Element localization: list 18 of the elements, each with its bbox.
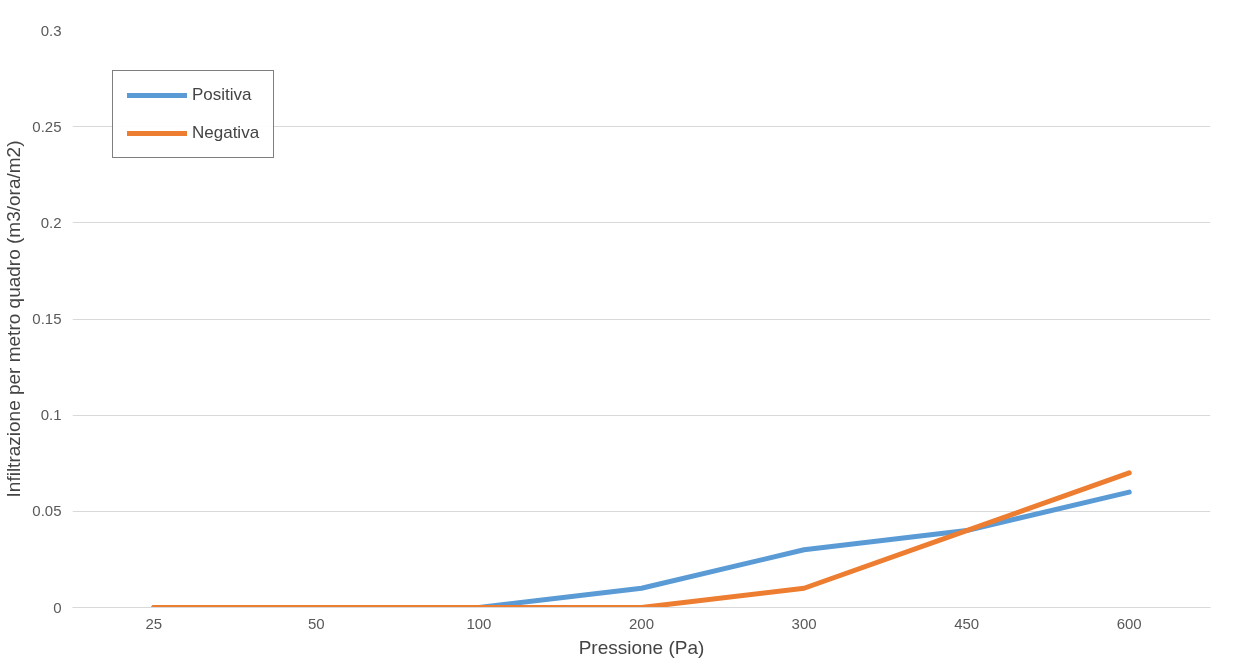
x-tick-label: 450 (954, 614, 980, 632)
y-tick-label: 0.25 (32, 117, 62, 135)
legend-label: Positiva (192, 85, 252, 105)
y-tick-label: 0.3 (40, 21, 62, 39)
x-tick-label: 25 (145, 614, 163, 632)
y-tick-label: 0.15 (32, 310, 62, 327)
x-tick-label: 300 (791, 614, 817, 632)
y-axis-title: Infiltrazione per metro quadro (m3/ora/m2) (3, 140, 25, 498)
x-tick-label: 50 (308, 614, 325, 632)
x-tick-label: 200 (628, 614, 655, 632)
y-tick-label: 0.05 (32, 502, 62, 520)
x-tick-label: 600 (1116, 614, 1142, 632)
y-tick-label: 0.2 (40, 213, 62, 231)
y-tick-label: 0.1 (40, 406, 62, 424)
y-tick-label: 0 (53, 598, 62, 616)
x-axis-title: Pressione (Pa) (578, 636, 705, 658)
legend-label: Negativa (192, 123, 260, 143)
x-tick-label: 100 (466, 614, 492, 632)
